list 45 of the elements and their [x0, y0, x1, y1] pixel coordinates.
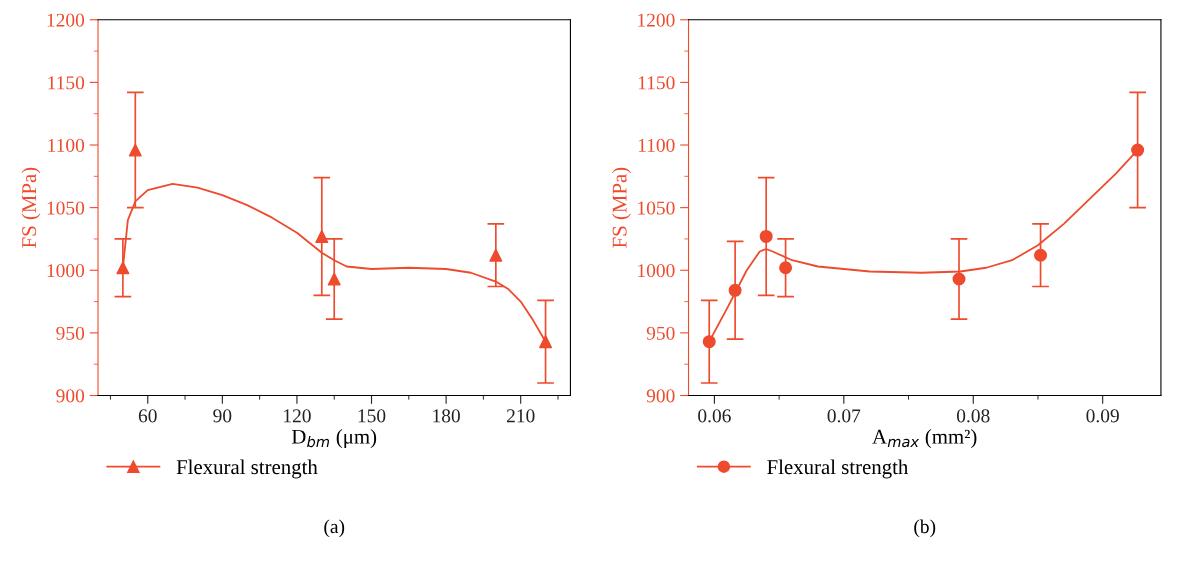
y-tick-label: 1100 [638, 138, 675, 152]
x-tick-label: 0.06 [698, 409, 731, 423]
x-tick-label: 150 [358, 409, 386, 423]
y-tick-label: 1150 [48, 76, 85, 90]
legend-label: Flexural strength [767, 459, 909, 479]
y-tick-label: 950 [56, 326, 85, 340]
y-tick-label: 1200 [47, 13, 85, 27]
y-tick-label: 900 [646, 389, 675, 403]
y-tick-label: 1050 [47, 201, 85, 215]
point [1034, 248, 1048, 262]
point [489, 248, 503, 262]
point [779, 261, 793, 275]
y-tick-label: 950 [646, 326, 675, 340]
point [952, 272, 966, 286]
y-axis-title: FS (MPa) [611, 167, 631, 248]
text: (b) [914, 519, 936, 538]
y-tick-label: 1000 [47, 264, 85, 278]
point [759, 229, 773, 243]
point [1131, 143, 1145, 157]
legend-label: Flexural strength [176, 459, 318, 479]
text: (a) [324, 519, 345, 538]
y-tick-label: 1200 [638, 13, 675, 27]
point [315, 229, 329, 243]
y-tick-label: 1050 [638, 201, 675, 215]
x-axis-title: A$_{max}$ (mm²) [872, 429, 977, 448]
x-tick-label: 0.08 [956, 409, 990, 423]
y-tick-label: 1150 [638, 76, 675, 90]
point [327, 272, 341, 286]
point [702, 335, 716, 349]
x-tick-label: 90 [213, 409, 232, 423]
point [728, 283, 742, 297]
x-tick-label: 210 [506, 409, 535, 423]
point [539, 335, 553, 349]
point [116, 261, 130, 275]
y-tick-label: 1000 [638, 264, 675, 278]
x-tick-label: 0.07 [827, 409, 861, 423]
x-axis-title: D$_{bm}$ (μm) [291, 429, 377, 449]
x-tick-label: 0.09 [1086, 409, 1119, 423]
x-tick-label: 120 [284, 409, 311, 423]
x-tick-label: 180 [433, 409, 460, 423]
point [128, 143, 142, 157]
x-tick-label: 60 [138, 409, 157, 423]
y-tick-label: 900 [56, 389, 85, 403]
y-axis-title: FS (MPa) [21, 167, 41, 248]
y-tick-label: 1100 [48, 138, 85, 152]
